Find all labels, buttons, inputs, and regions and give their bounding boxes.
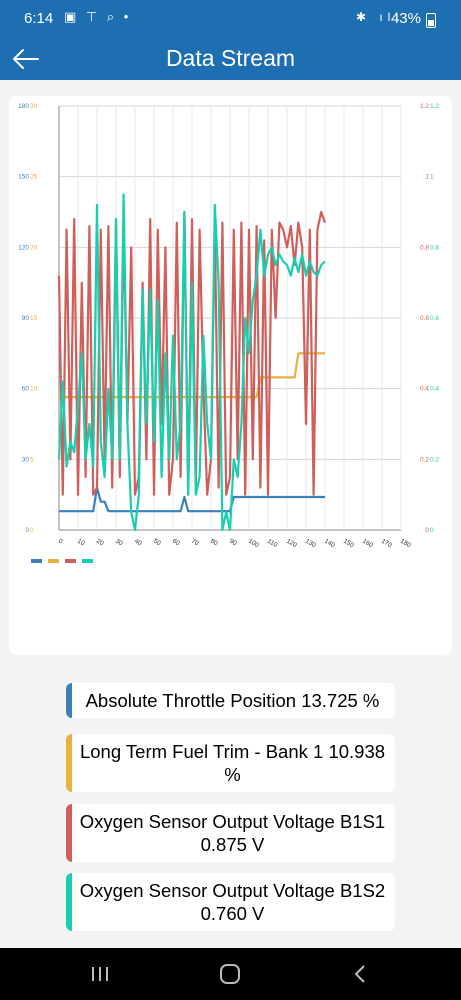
x-tick-label: 0 xyxy=(57,538,64,546)
readout-throttle[interactable]: Absolute Throttle Position 13.725 % xyxy=(66,683,395,718)
chart-card: 0 0 0 0 30 5 0.2 0.2 60 10 0.4 0.4 90 15 0.6 0.6 120 20 0.… xyxy=(9,96,452,655)
line-o2-b1s1 xyxy=(57,210,327,496)
x-tick-label: 50 xyxy=(152,538,162,548)
y-tick-label-o2-b1s1: 1 xyxy=(425,174,429,181)
readout-text: Absolute Throttle Position 13.725 % xyxy=(85,690,380,711)
status-bar: 6:14 ▣ ⊤ ⌕ • ✱ ıll 43% xyxy=(0,0,461,38)
readout-o2-b1s2[interactable]: Oxygen Sensor Output Voltage B1S2 0.760 … xyxy=(66,873,395,931)
line-o2-b1s2 xyxy=(57,193,326,532)
y-tick-label-throttle: 150 xyxy=(18,174,29,181)
readout-fuel-trim[interactable]: Long Term Fuel Trim - Bank 1 10.938 % xyxy=(66,734,395,792)
clock: 6:14 xyxy=(24,10,54,27)
page-title: Data Stream xyxy=(165,45,296,71)
y-tick-label-throttle: 120 xyxy=(18,244,29,251)
y-tick-label-throttle: 60 xyxy=(22,386,30,393)
x-tick-label: 60 xyxy=(171,538,181,548)
x-tick-label: 100 xyxy=(247,538,260,550)
system-nav-bar xyxy=(0,948,461,1000)
back-button[interactable] xyxy=(10,44,42,74)
y-tick-label-fuel-trim: 0 xyxy=(30,527,34,534)
app-bar: Data Stream xyxy=(0,38,461,80)
y-tick-label-o2-b1s1: 0.4 xyxy=(420,386,429,393)
bluetooth-signal-icons: ✱ ıll xyxy=(355,10,403,24)
home-button[interactable] xyxy=(210,960,250,988)
readout-text: Oxygen Sensor Output Voltage B1S1 0.875 … xyxy=(79,811,386,855)
x-tick-label: 80 xyxy=(209,538,219,548)
y-tick-label-o2-b1s2: 0.8 xyxy=(430,244,439,251)
home-icon xyxy=(220,964,240,984)
line-fuel-trim xyxy=(59,352,325,399)
y-tick-label-o2-b1s2: 0.4 xyxy=(430,386,439,393)
y-tick-label-o2-b1s1: 0.8 xyxy=(420,244,429,251)
legend-swatch-fuel-trim xyxy=(48,559,59,563)
y-tick-label-throttle: 0 xyxy=(25,527,29,534)
y-tick-label-o2-b1s1: 0.2 xyxy=(420,456,429,463)
y-tick-label-o2-b1s2: 1 xyxy=(430,174,434,181)
x-tick-label: 110 xyxy=(266,538,279,549)
x-tick-label: 120 xyxy=(285,538,298,550)
x-tick-label: 160 xyxy=(361,538,374,550)
x-tick-label: 40 xyxy=(133,538,143,548)
legend-swatch-throttle xyxy=(31,559,42,563)
y-tick-label-throttle: 180 xyxy=(18,103,29,110)
y-tick-label-fuel-trim: 20 xyxy=(30,244,38,251)
line-throttle xyxy=(59,486,325,513)
x-tick-label: 170 xyxy=(380,538,393,550)
readout-text: Long Term Fuel Trim - Bank 1 10.938 % xyxy=(79,741,386,785)
y-tick-label-o2-b1s2: 0.6 xyxy=(430,315,439,322)
system-back-button[interactable] xyxy=(340,960,380,988)
readout-color-bar xyxy=(66,734,72,792)
x-tick-label: 180 xyxy=(399,538,412,550)
x-tick-label: 130 xyxy=(304,538,317,550)
x-tick-label: 150 xyxy=(342,538,355,550)
y-tick-label-fuel-trim: 10 xyxy=(30,386,38,393)
legend-swatch-o2-b1s2 xyxy=(82,559,93,563)
readout-color-bar xyxy=(66,683,72,718)
y-tick-label-o2-b1s2: 0 xyxy=(430,527,434,534)
y-tick-label-o2-b1s1: 1.2 xyxy=(420,103,429,110)
readout-color-bar xyxy=(66,804,72,862)
x-tick-label: 140 xyxy=(323,538,336,550)
x-tick-label: 30 xyxy=(114,538,124,548)
readout-o2-b1s1[interactable]: Oxygen Sensor Output Voltage B1S1 0.875 … xyxy=(66,804,395,862)
readout-text: Oxygen Sensor Output Voltage B1S2 0.760 … xyxy=(79,880,386,924)
readout-color-bar xyxy=(66,873,72,931)
legend-swatch-o2-b1s1 xyxy=(65,559,76,563)
chevron-left-icon xyxy=(354,965,365,983)
y-tick-label-fuel-trim: 25 xyxy=(30,174,38,181)
y-tick-label-throttle: 30 xyxy=(22,456,30,463)
back-arrow-icon xyxy=(13,49,39,69)
y-tick-label-o2-b1s1: 0 xyxy=(425,527,429,534)
y-tick-label-o2-b1s1: 0.6 xyxy=(420,315,429,322)
y-tick-label-o2-b1s2: 0.2 xyxy=(430,456,439,463)
y-tick-label-o2-b1s2: 1.2 xyxy=(430,103,439,110)
x-tick-label: 90 xyxy=(228,538,238,548)
y-tick-label-fuel-trim: 15 xyxy=(30,315,38,322)
battery-percentage: 43% xyxy=(390,10,421,27)
recent-apps-button[interactable] xyxy=(80,960,120,988)
recents-icon xyxy=(92,967,108,981)
x-tick-label: 70 xyxy=(190,538,200,548)
battery-icon xyxy=(426,13,436,28)
x-tick-label: 20 xyxy=(95,538,105,548)
notification-icons: ▣ ⊤ ⌕ • xyxy=(64,9,132,24)
y-tick-label-throttle: 90 xyxy=(22,315,30,322)
y-tick-label-fuel-trim: 5 xyxy=(30,456,34,463)
y-tick-label-fuel-trim: 30 xyxy=(30,103,38,110)
x-tick-label: 10 xyxy=(76,538,86,548)
